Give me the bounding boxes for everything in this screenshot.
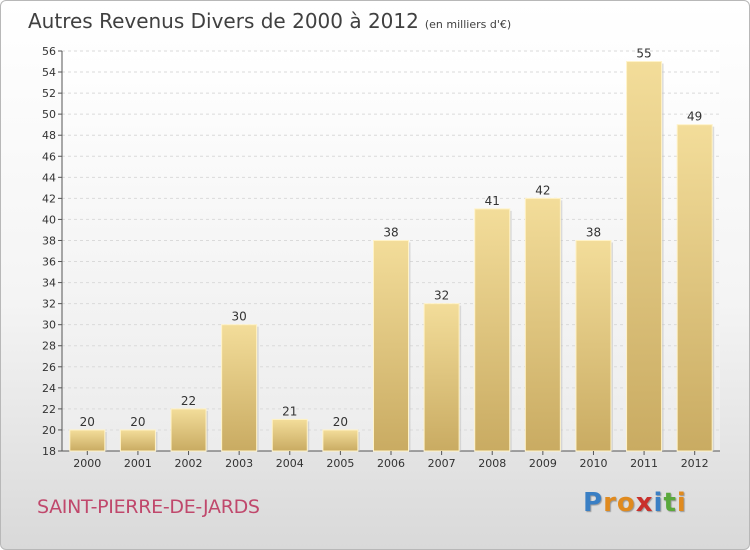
bar xyxy=(271,418,308,452)
logo-letter: x xyxy=(635,488,654,518)
y-tick-label: 54 xyxy=(42,66,56,79)
bar xyxy=(170,408,207,452)
data-label: 20 xyxy=(333,415,348,429)
bar xyxy=(524,197,561,452)
logo-letter: P xyxy=(583,488,604,518)
bar xyxy=(373,239,409,452)
data-label: 49 xyxy=(687,110,702,124)
data-label: 38 xyxy=(586,225,601,239)
data-label: 32 xyxy=(434,289,449,303)
bar xyxy=(322,429,359,452)
data-label: 20 xyxy=(130,415,145,429)
logo-letter: i xyxy=(653,488,664,518)
data-label: 22 xyxy=(181,394,196,408)
logo-letter: o xyxy=(616,488,636,518)
y-tick-label: 46 xyxy=(42,150,56,163)
x-tick-label: 2001 xyxy=(124,457,152,470)
data-label: 42 xyxy=(535,183,550,197)
bar xyxy=(221,324,258,452)
chart-title: Autres Revenus Divers de 2000 à 2012 (en … xyxy=(28,9,511,33)
x-tick-label: 2012 xyxy=(681,457,709,470)
bar xyxy=(626,61,663,452)
bar xyxy=(676,124,713,452)
data-label: 20 xyxy=(80,415,95,429)
proxiti-logo: Proxiti xyxy=(583,488,687,518)
title-text: Autres Revenus Divers de 2000 à 2012 xyxy=(28,9,419,33)
y-tick-label: 48 xyxy=(42,129,56,142)
x-tick-label: 2009 xyxy=(529,457,557,470)
bar xyxy=(119,429,156,452)
y-tick-label: 22 xyxy=(42,403,56,416)
x-tick-label: 2006 xyxy=(377,457,405,470)
data-label: 55 xyxy=(636,47,651,61)
data-label: 38 xyxy=(383,225,398,239)
y-tick-label: 42 xyxy=(42,192,56,205)
data-label: 21 xyxy=(282,404,297,418)
x-tick-label: 2007 xyxy=(428,457,456,470)
commune-name: SAINT-PIERRE-DE-JARDS xyxy=(37,496,260,518)
data-label: 30 xyxy=(232,310,247,324)
bar xyxy=(423,303,460,452)
y-tick-label: 28 xyxy=(42,340,56,353)
y-tick-label: 52 xyxy=(42,87,56,100)
x-tick-label: 2008 xyxy=(478,457,506,470)
x-tick-label: 2005 xyxy=(326,457,354,470)
y-tick-label: 44 xyxy=(42,171,56,184)
y-tick-label: 34 xyxy=(42,277,56,290)
bar xyxy=(474,208,511,452)
y-tick-label: 38 xyxy=(42,234,56,247)
y-tick-label: 30 xyxy=(42,319,56,332)
bar xyxy=(69,429,106,452)
x-tick-label: 2002 xyxy=(175,457,203,470)
x-tick-label: 2003 xyxy=(225,457,253,470)
logo-letter: i xyxy=(676,488,687,518)
y-tick-label: 40 xyxy=(42,213,56,226)
x-tick-label: 2010 xyxy=(579,457,607,470)
x-tick-label: 2004 xyxy=(276,457,304,470)
y-tick-label: 18 xyxy=(42,445,56,458)
bar xyxy=(575,239,612,452)
data-label: 41 xyxy=(485,194,500,208)
chart-subtitle: (en milliers d'€) xyxy=(424,18,512,31)
logo-letter: t xyxy=(663,488,677,518)
y-tick-label: 26 xyxy=(42,361,56,374)
y-tick-label: 32 xyxy=(42,298,56,311)
logo-letter: r xyxy=(603,488,617,518)
y-tick-label: 36 xyxy=(42,256,56,269)
y-tick-label: 50 xyxy=(42,108,56,121)
x-tick-label: 2000 xyxy=(73,457,101,470)
x-tick-label: 2011 xyxy=(630,457,658,470)
y-tick-label: 24 xyxy=(42,382,56,395)
y-tick-label: 56 xyxy=(42,45,56,58)
y-tick-label: 20 xyxy=(42,424,56,437)
